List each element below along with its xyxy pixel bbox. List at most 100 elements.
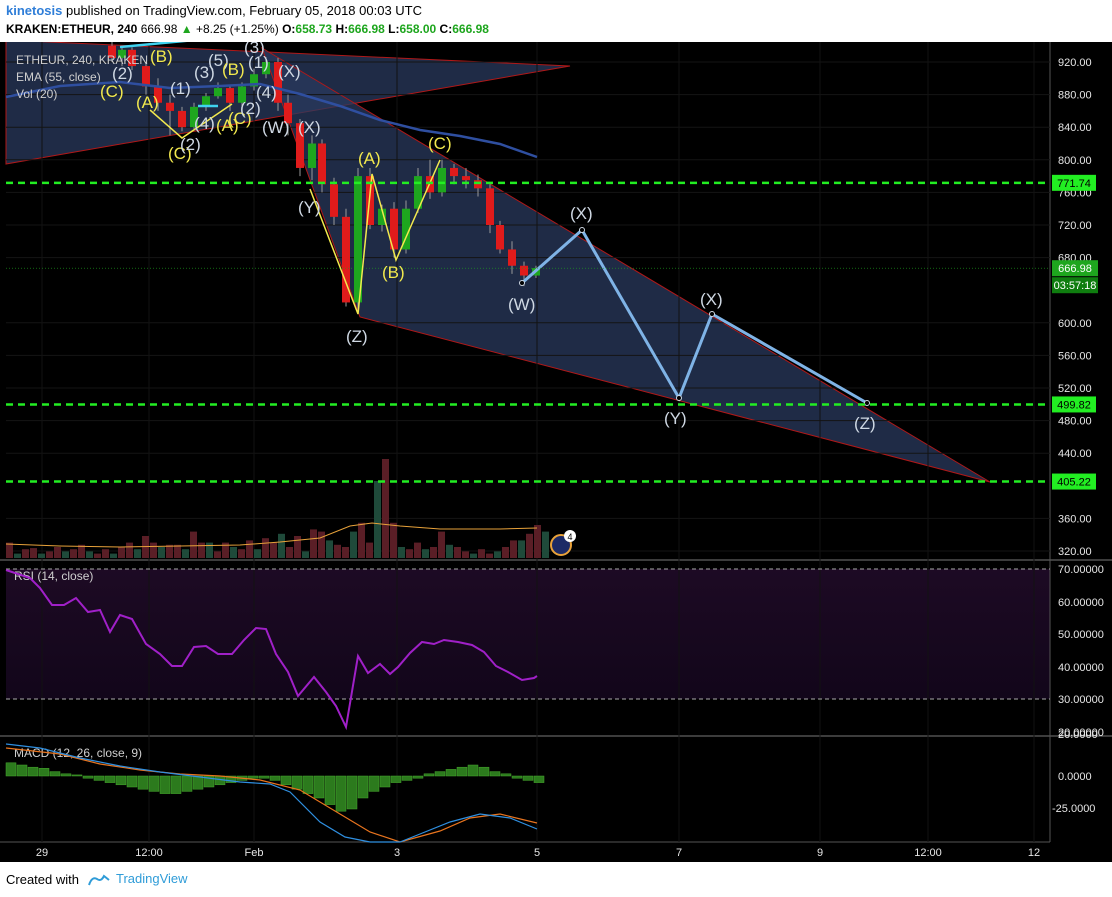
- wave-label: (A): [216, 116, 239, 135]
- volume-bar: [398, 547, 405, 558]
- ema-legend[interactable]: EMA (55, close): [16, 70, 101, 84]
- close-value: 666.98: [452, 22, 489, 36]
- candle-body: [214, 88, 222, 97]
- macd-bar: [60, 773, 72, 777]
- open-label: O:: [282, 22, 296, 36]
- created-with-label: Created with: [6, 872, 79, 887]
- chart-canvas[interactable]: (C) (2) (B) (A) (1) (3) (5) (B) (1) (3) …: [0, 42, 1112, 862]
- level-tag-text: 499.82: [1057, 399, 1091, 411]
- close-label: C:: [439, 22, 453, 36]
- tradingview-brand: TradingView: [116, 871, 188, 886]
- time-tick: 3: [394, 847, 400, 859]
- wave-label: (3): [194, 63, 215, 82]
- macd-bar: [390, 775, 402, 783]
- volume-bar: [462, 551, 469, 558]
- footer: Created with TradingView: [0, 862, 1112, 897]
- volume-bar: [542, 531, 549, 558]
- rsi-tick: 50.00000: [1058, 629, 1104, 641]
- macd-tick: -25.0000: [1052, 803, 1095, 815]
- macd-line: [5, 743, 538, 843]
- projection-path[interactable]: [519, 227, 870, 406]
- volume-bar: [70, 549, 77, 558]
- macd-bar: [335, 775, 347, 812]
- macd-bar: [115, 775, 127, 786]
- volume-bars: [6, 459, 549, 558]
- wave-label: (4): [194, 114, 215, 133]
- time-axis[interactable]: 29 12:00 Feb 3 5 7 9 12:00 12: [36, 847, 1040, 859]
- candle-body: [414, 176, 422, 209]
- volume-bar: [326, 540, 333, 558]
- volume-bar: [334, 544, 341, 558]
- wave-label: (2): [240, 99, 261, 118]
- volume-bar: [390, 522, 397, 558]
- candle-body: [202, 96, 210, 107]
- price-tags: 771.74 499.82 405.22 666.98 03:57:18: [1052, 174, 1098, 490]
- countdown-text: 03:57:18: [1054, 280, 1097, 292]
- macd-bar: [258, 775, 270, 779]
- ideas-badge[interactable]: 4: [550, 530, 576, 556]
- volume-bar: [262, 538, 269, 558]
- ema-line[interactable]: [5, 80, 538, 159]
- volume-bar: [286, 547, 293, 558]
- macd-bar: [500, 773, 512, 777]
- price-axis[interactable]: 920.00880.00840.00800.00760.00720.00680.…: [1052, 57, 1104, 815]
- wave-label: (X): [700, 290, 723, 309]
- ideas-count: 4: [567, 532, 572, 542]
- candle-body: [462, 176, 470, 181]
- projection-point[interactable]: [579, 227, 585, 233]
- publish-line: kinetosis published on TradingView.com, …: [6, 3, 422, 18]
- macd-bar: [247, 775, 259, 779]
- volume-bar: [214, 551, 221, 558]
- wave-label: (A): [136, 93, 159, 112]
- macd-bar: [16, 764, 28, 777]
- wave-label: (C): [100, 82, 124, 101]
- price-tick: 920.00: [1058, 57, 1092, 69]
- wave-label: (5): [208, 51, 229, 70]
- low-label: L:: [388, 22, 400, 36]
- volume-bar: [510, 540, 517, 558]
- price-change: +8.25 (+1.25%): [195, 22, 279, 36]
- volume-bar: [318, 531, 325, 558]
- macd-bar: [412, 775, 424, 779]
- volume-bar: [14, 553, 21, 558]
- projection-point[interactable]: [709, 311, 715, 317]
- volume-bar: [110, 553, 117, 558]
- author-link[interactable]: kinetosis: [6, 3, 63, 18]
- candle-body: [342, 216, 350, 303]
- wave-label: (B): [382, 263, 405, 282]
- horizontal-levels[interactable]: [6, 181, 1050, 483]
- price-tick: 320.00: [1058, 546, 1092, 558]
- macd-bar: [434, 771, 446, 777]
- candle-body: [318, 143, 326, 185]
- volume-bar: [454, 547, 461, 558]
- projection-point[interactable]: [676, 395, 682, 401]
- candle-body: [308, 143, 316, 168]
- macd-bar: [368, 775, 380, 792]
- wave-label: (Z): [854, 414, 876, 433]
- wave-label: (2): [112, 64, 133, 83]
- volume-bar: [54, 547, 61, 558]
- wave-path-yellow: [309, 159, 441, 315]
- macd-bar: [71, 774, 83, 777]
- volume-bar: [190, 531, 197, 558]
- macd-bar: [225, 775, 237, 783]
- rsi-legend[interactable]: RSI (14, close): [14, 569, 93, 583]
- price-tick: 520.00: [1058, 383, 1092, 395]
- volume-bar: [414, 542, 421, 558]
- main-legend[interactable]: ETHEUR, 240, KRAKEN: [16, 53, 148, 67]
- volume-bar: [6, 542, 13, 558]
- wave-label: (X): [278, 62, 301, 81]
- projection-point[interactable]: [864, 400, 870, 406]
- up-arrow-icon: ▲: [180, 22, 193, 36]
- volume-bar: [310, 529, 317, 558]
- vol-legend[interactable]: Vol (20): [16, 87, 57, 101]
- volume-bar: [102, 549, 109, 558]
- level-tag-text: 405.22: [1057, 477, 1091, 489]
- projection-point[interactable]: [519, 280, 525, 286]
- last-price: 666.98: [140, 22, 178, 36]
- volume-bar: [78, 544, 85, 558]
- rsi-line[interactable]: [5, 569, 538, 731]
- level-tag: [1052, 396, 1096, 413]
- tradingview-link[interactable]: TradingView: [88, 871, 188, 886]
- wave-label: (Y): [298, 198, 321, 217]
